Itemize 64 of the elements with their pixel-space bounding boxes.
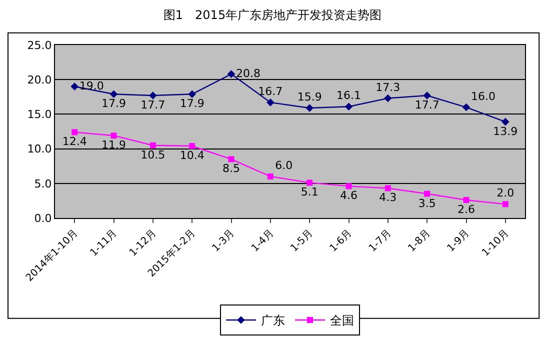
x-tick-label: 1-6月: [328, 228, 354, 254]
x-tick-label: 1-8月: [406, 228, 433, 254]
point: [110, 132, 117, 139]
point: [110, 90, 118, 98]
point: [306, 180, 313, 186]
legend-label: 广东: [261, 314, 285, 328]
legend-label: 全国: [330, 314, 354, 328]
point: [423, 92, 431, 100]
data-label: 17.7: [414, 98, 440, 112]
point: [306, 104, 314, 112]
x-tick-label: 1-3月: [210, 228, 237, 254]
data-label: 4.6: [340, 189, 358, 202]
point: [462, 103, 470, 112]
data-label: 17.3: [376, 80, 400, 94]
data-label: 6.0: [275, 158, 293, 172]
point: [228, 156, 234, 162]
point: [189, 143, 196, 150]
data-label: 17.9: [180, 97, 204, 110]
point: [72, 129, 78, 136]
point: [502, 201, 508, 208]
point: [463, 197, 470, 204]
data-label: 12.4: [62, 135, 87, 148]
data-label: 3.5: [418, 196, 436, 210]
x-tick-label: 1-5月: [288, 228, 316, 254]
data-label: 20.8: [236, 66, 260, 80]
data-label: 2.0: [496, 186, 514, 200]
point: [346, 183, 352, 190]
data-label: 17.9: [102, 97, 126, 110]
data-label: 8.5: [222, 162, 240, 176]
x-tick-label: 1-9月: [446, 228, 472, 254]
x-tick-label: 1-7月: [367, 228, 394, 254]
point: [150, 142, 156, 148]
data-label: 5.1: [300, 186, 318, 199]
y-tick-label: 5.0: [34, 177, 52, 190]
point: [149, 92, 157, 100]
data-label: 16.1: [336, 89, 361, 102]
data-label: 11.9: [102, 138, 126, 152]
point: [70, 82, 78, 90]
y-tick-label: 10.0: [27, 142, 52, 156]
data-label: 13.9: [493, 124, 518, 138]
data-label: 10.5: [140, 148, 166, 162]
chart-title: 图1 2015年广东房地产开发投资走势图: [163, 8, 382, 22]
data-label: 16.0: [471, 90, 496, 103]
point: [344, 102, 353, 110]
point: [424, 190, 430, 197]
point: [502, 118, 510, 126]
data-label: 17.7: [140, 98, 166, 112]
point: [266, 98, 274, 106]
data-label: 19.0: [79, 79, 104, 92]
data-label: 10.4: [180, 149, 204, 162]
point: [188, 90, 196, 98]
y-tick-label: 20.0: [27, 73, 52, 86]
data-label: 16.7: [258, 84, 283, 98]
y-tick-label: 0.0: [34, 212, 52, 225]
data-label: 2.6: [458, 203, 475, 216]
point: [384, 94, 392, 102]
data-label: 4.3: [379, 191, 397, 204]
y-tick-label: 15.0: [27, 108, 52, 122]
point: [267, 173, 274, 180]
point: [227, 70, 236, 78]
point: [384, 185, 391, 192]
y-tick-label: 25.0: [27, 38, 52, 52]
x-tick-label: 1-4月: [250, 228, 276, 254]
data-label: 15.9: [297, 90, 322, 104]
